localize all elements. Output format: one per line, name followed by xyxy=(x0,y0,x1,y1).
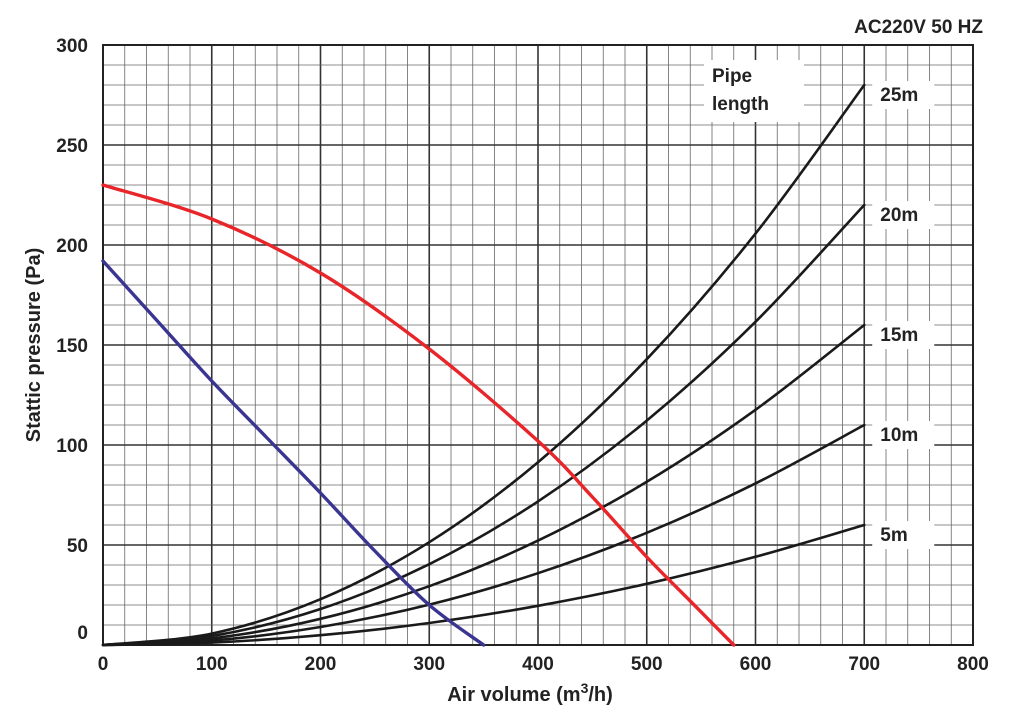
y-tick-label: 150 xyxy=(56,336,88,357)
y-tick-label: 300 xyxy=(56,36,88,57)
pipe-curve-25m xyxy=(101,83,866,647)
tick-labels: 0 100 200 300 400 500 600 700 800 0 50 100 150 200 250… xyxy=(56,36,989,675)
x-tick-label: 600 xyxy=(740,654,772,675)
x-tick-label: 100 xyxy=(196,654,228,675)
series-label-15m: 15m xyxy=(880,325,918,346)
series-label-background xyxy=(872,81,935,109)
y-tick-label: 200 xyxy=(56,236,88,257)
grid xyxy=(102,44,974,646)
series-label-10m: 10m xyxy=(880,425,918,446)
series-label-25m: 25m xyxy=(880,85,918,106)
x-tick-label: 200 xyxy=(305,654,337,675)
x-tick-label: 300 xyxy=(413,654,445,675)
y-tick-label: 50 xyxy=(67,536,88,557)
series-label-background xyxy=(872,321,935,349)
y-tick-label: 100 xyxy=(56,436,88,457)
pipe-curve-5m xyxy=(101,523,866,647)
series-label-background xyxy=(872,421,935,449)
x-axis-title-main: Air volume (m xyxy=(447,684,580,706)
series-label-5m: 5m xyxy=(880,525,907,546)
legend-title-background xyxy=(704,60,804,122)
x-tick-label: 400 xyxy=(522,654,554,675)
plot-frame xyxy=(102,44,974,646)
x-tick-label: 800 xyxy=(957,654,989,675)
pipe-curve-15m xyxy=(101,323,866,647)
x-axis-title: Air volume (m3/h) xyxy=(447,680,613,706)
pipe-curve-10m xyxy=(101,423,866,647)
y-tick-label: 0 xyxy=(77,623,88,644)
y-tick-label: 250 xyxy=(56,136,88,157)
pipe-curve-20m xyxy=(101,203,866,647)
supply-annotation: AC220V 50 HZ xyxy=(854,17,983,38)
legend-title-line2: length xyxy=(712,94,769,115)
x-tick-label: 0 xyxy=(98,654,109,675)
y-axis-title: Stattic pressure (Pa) xyxy=(23,248,45,443)
x-axis-title-tail: /h) xyxy=(588,684,612,706)
x-axis-title-superscript: 3 xyxy=(581,680,589,696)
series-label-background xyxy=(872,521,935,549)
x-tick-label: 700 xyxy=(848,654,880,675)
series-curves: 25m 20m 15m 10m 5m xyxy=(101,81,935,647)
series-label-20m: 20m xyxy=(880,205,918,226)
fan-curve-red xyxy=(101,183,736,647)
x-tick-label: 500 xyxy=(631,654,663,675)
fan-curve-blue xyxy=(101,259,486,647)
series-label-background xyxy=(872,201,935,229)
legend-title-line1: Pipe xyxy=(712,66,752,87)
